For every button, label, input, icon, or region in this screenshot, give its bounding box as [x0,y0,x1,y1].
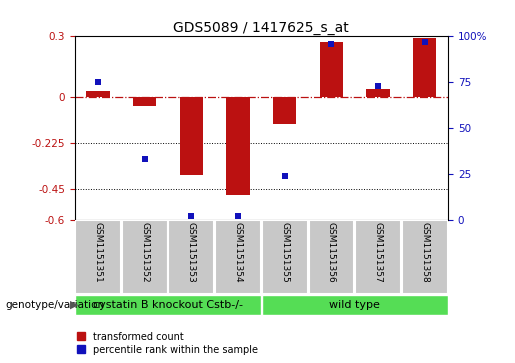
Text: cystatin B knockout Cstb-/-: cystatin B knockout Cstb-/- [93,300,243,310]
Text: GSM1151358: GSM1151358 [420,222,429,283]
Bar [122,220,167,294]
Text: genotype/variation: genotype/variation [5,300,104,310]
Text: GSM1151352: GSM1151352 [140,222,149,282]
Bar [180,97,203,175]
Text: GSM1151351: GSM1151351 [94,222,102,283]
Text: GSM1151356: GSM1151356 [327,222,336,283]
Bar [402,220,448,294]
Bar [227,97,250,195]
Text: ▶: ▶ [70,300,78,310]
Bar [366,89,390,97]
Bar [413,38,436,97]
Bar [215,220,261,294]
Bar [75,220,121,294]
Bar [133,97,157,106]
Bar [355,220,401,294]
Text: GSM1151355: GSM1151355 [280,222,289,283]
Legend: transformed count, percentile rank within the sample: transformed count, percentile rank withi… [77,331,258,355]
Bar [168,220,214,294]
Title: GDS5089 / 1417625_s_at: GDS5089 / 1417625_s_at [174,21,349,35]
Text: GSM1151357: GSM1151357 [373,222,383,283]
Text: wild type: wild type [329,300,380,310]
Bar [273,97,296,124]
Text: GSM1151353: GSM1151353 [187,222,196,283]
Bar [87,91,110,97]
Bar [320,42,343,97]
Bar [262,220,307,294]
Bar [308,220,354,294]
Text: GSM1151354: GSM1151354 [233,222,243,282]
Bar [262,295,448,315]
Bar [75,295,261,315]
